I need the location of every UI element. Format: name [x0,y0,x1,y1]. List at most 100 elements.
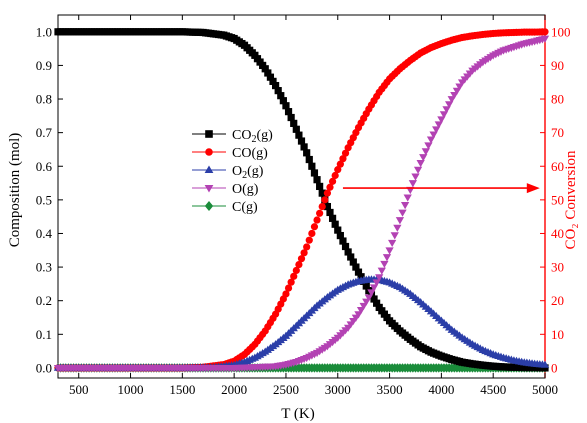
data-point [264,69,272,77]
y2-axis-ticks: 0 10 20 30 40 50 60 70 80 90 100 [540,24,571,375]
legend-label-tail: (g) [247,164,264,179]
data-point [308,162,316,170]
y2-axis-title: CO₂ Conversion [563,150,579,249]
series-co2g [54,28,549,372]
series-og [53,35,550,373]
legend-label-sub: 2 [242,170,247,181]
data-point [282,102,290,110]
data-point [323,189,332,197]
data-point [310,169,319,177]
data-point [400,202,410,210]
legend-label-main: O [232,164,242,179]
legend-label-tail: (g) [241,200,258,215]
data-point [326,208,334,217]
data-point [336,160,344,168]
legend-marker [205,148,213,156]
data-point [540,35,550,43]
y2-tick-label: 50 [551,192,564,207]
data-point [398,209,407,217]
data-point [541,364,549,372]
data-point [426,136,436,144]
y-tick-label: 0.1 [36,327,52,342]
y2-tick-label: 30 [551,260,564,275]
data-point [377,267,386,275]
data-point [313,216,321,224]
data-point [326,183,334,191]
y-tick-label: 0.5 [36,192,52,207]
data-point [318,189,326,197]
data-point [316,209,324,217]
data-point [274,87,282,95]
data-point [318,202,326,211]
data-point [352,263,360,271]
data-point [380,260,389,269]
data-point [411,173,420,181]
data-point [362,282,370,290]
y2-tick-label: 90 [551,58,564,73]
y-tick-label: 0.6 [36,159,53,174]
data-point [331,220,339,228]
data-point [421,148,430,156]
legend-marker [204,184,214,193]
data-point [334,166,342,174]
data-point [292,125,300,133]
y-tick-label: 0.8 [36,92,52,107]
x-tick-label: 1500 [169,382,195,397]
data-point [310,223,319,231]
y2-tick-label: 10 [551,327,564,342]
data-point [328,177,337,185]
data-point [266,73,275,81]
legend-item: CO(g) [192,146,268,161]
data-point [300,249,308,257]
data-point [390,232,399,240]
y2-tick-label: 40 [551,226,564,241]
data-point [375,274,384,282]
data-point [413,166,423,174]
legend: CO2(g)CO(g)O2(g)O(g)C(g) [192,128,273,215]
data-point [284,284,293,292]
data-point [290,272,298,280]
legend-label-tail: (g) [251,146,268,161]
data-point [261,65,269,73]
legend-marker [205,130,213,138]
y2-tick-label: 20 [551,293,564,308]
legend-item: O2(g) [192,164,264,181]
data-point [395,217,405,225]
data-point [341,242,350,251]
data-point [290,119,298,127]
legend-label-main: C [232,200,241,215]
data-point [339,237,347,245]
annotation-layer [342,183,540,194]
y2-tick-label: 70 [551,125,564,140]
data-point [341,149,350,157]
data-point [297,255,306,263]
data-point [305,236,313,244]
data-point [292,266,300,275]
data-point [408,180,418,188]
x-tick-label: 3000 [325,382,351,397]
x-tick-label: 4500 [480,382,506,397]
data-point [393,224,402,232]
y2-tick-label: 60 [551,159,564,174]
legend-label: CO2(g) [232,128,273,145]
data-point [388,239,397,248]
data-point [445,101,454,109]
y-tick-label: 0.4 [36,226,53,241]
data-point [316,182,324,191]
data-point [334,226,342,234]
data-point [369,284,379,292]
x-tick-label: 500 [69,382,89,397]
data-point [305,155,313,164]
x-tick-label: 5000 [532,382,558,397]
data-point [271,81,280,90]
data-point [295,131,303,139]
y2-tick-label: 80 [551,92,564,107]
data-point [540,360,550,368]
data-point [321,196,329,204]
data-point [439,111,449,119]
data-point [303,149,311,157]
data-point [373,299,381,307]
data-point [347,253,355,261]
data-point [416,160,425,168]
